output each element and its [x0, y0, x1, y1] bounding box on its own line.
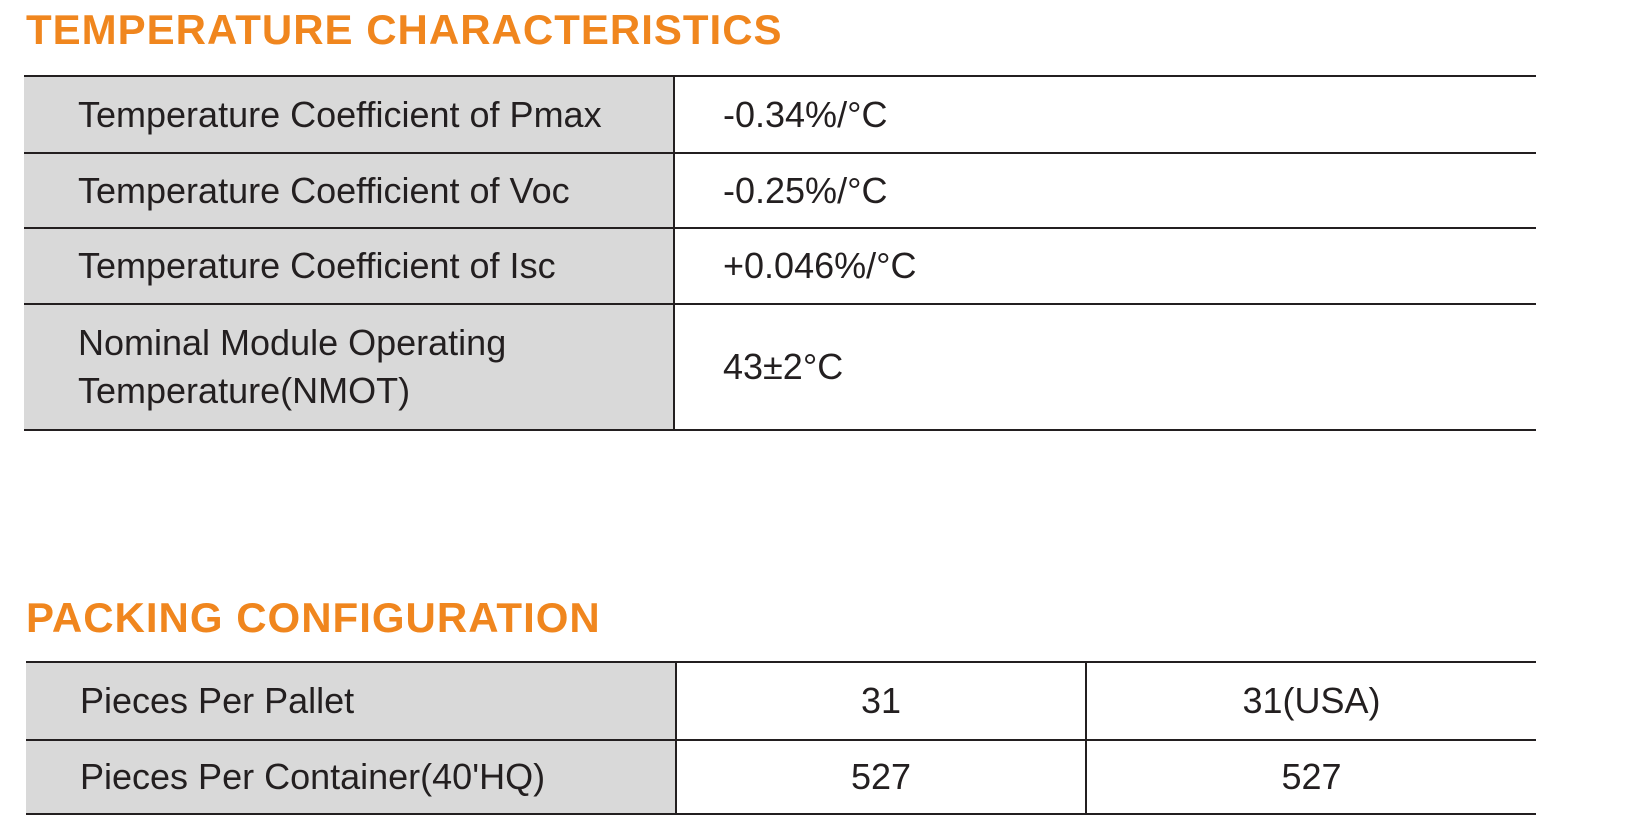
temperature-table: Temperature Coefficient of Pmax -0.34%/°…	[24, 75, 1536, 431]
value: -0.34%/°C	[674, 75, 1536, 154]
value: 527	[676, 739, 1086, 815]
label: Pieces Per Container(40'HQ)	[26, 739, 677, 815]
value: 527	[1085, 739, 1536, 815]
value: 43±2°C	[674, 303, 1536, 431]
value: +0.046%/°C	[674, 227, 1536, 305]
label: Nominal Module Operating Temperature(NMO…	[24, 303, 675, 431]
row: Pieces Per Container(40'HQ) 527 527	[26, 739, 1536, 815]
packing-table: Pieces Per Pallet 31 31(USA) Pieces Per …	[26, 661, 1536, 815]
label: Temperature Coefficient of Isc	[24, 227, 675, 305]
row: Pieces Per Pallet 31 31(USA)	[26, 661, 1536, 741]
section-title: PACKING CONFIGURATION	[26, 594, 601, 641]
section-title: TEMPERATURE CHARACTERISTICS	[26, 6, 783, 53]
label: Temperature Coefficient of Pmax	[24, 75, 675, 154]
value: 31(USA)	[1085, 661, 1536, 741]
label: Pieces Per Pallet	[26, 661, 677, 741]
value: 31	[676, 661, 1086, 741]
row: Temperature Coefficient of Isc +0.046%/°…	[24, 227, 1536, 305]
value: -0.25%/°C	[674, 152, 1536, 229]
label: Temperature Coefficient of Voc	[24, 152, 675, 229]
row: Nominal Module Operating Temperature(NMO…	[24, 303, 1536, 431]
row: Temperature Coefficient of Pmax -0.34%/°…	[24, 75, 1536, 154]
row: Temperature Coefficient of Voc -0.25%/°C	[24, 152, 1536, 229]
